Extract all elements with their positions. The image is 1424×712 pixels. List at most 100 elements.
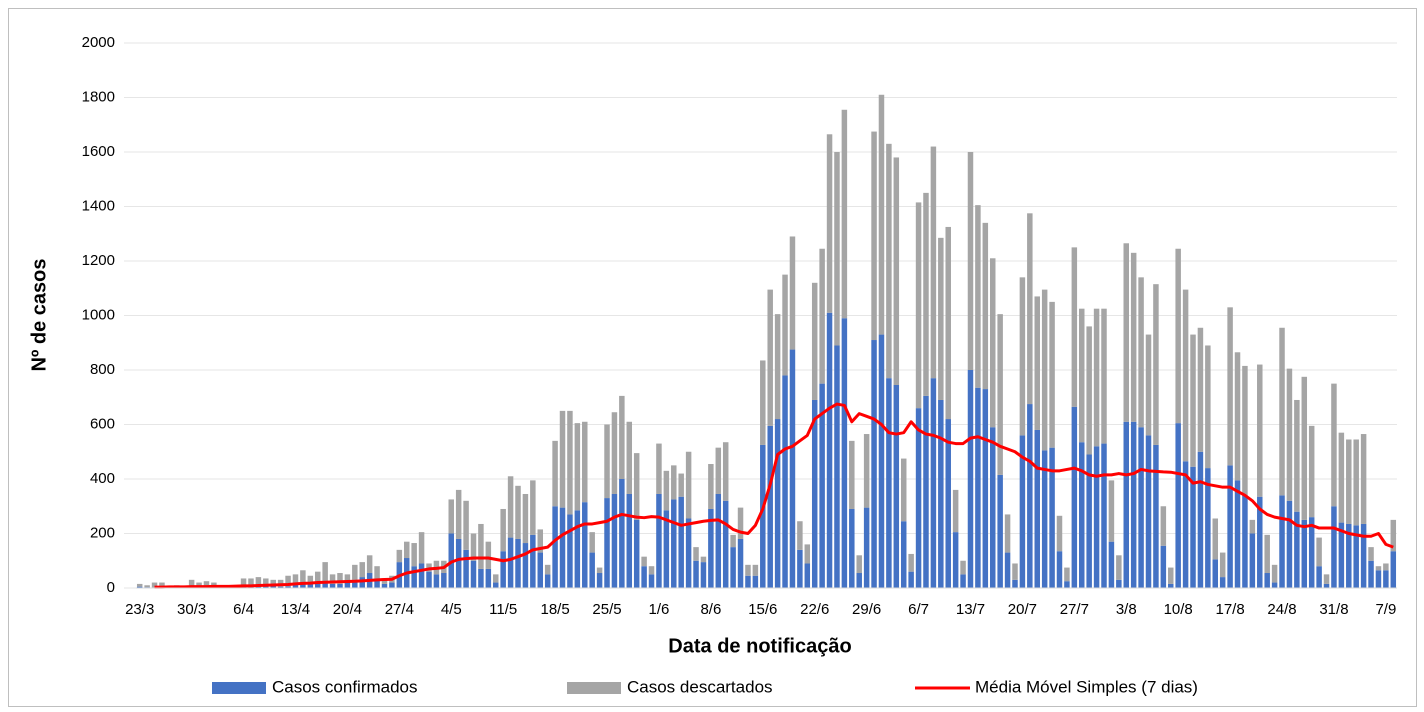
bar (1116, 555, 1121, 580)
bar (300, 570, 305, 582)
bar (656, 444, 661, 494)
bar (389, 583, 394, 588)
bar (1057, 551, 1062, 588)
bar (953, 532, 958, 588)
x-tick-label: 23/3 (125, 601, 154, 618)
bar (671, 465, 676, 499)
bar (708, 464, 713, 509)
bar (1331, 384, 1336, 507)
bar (1146, 435, 1151, 588)
bar (1124, 422, 1129, 588)
bar (367, 555, 372, 573)
bar (426, 572, 431, 588)
bar (1116, 580, 1121, 588)
bar (1086, 326, 1091, 454)
bar (842, 318, 847, 588)
bar (1361, 434, 1366, 524)
bar (767, 290, 772, 426)
x-tick-label: 1/6 (649, 601, 670, 618)
bar (515, 539, 520, 588)
bar (968, 370, 973, 588)
bar (856, 573, 861, 588)
bar (767, 426, 772, 588)
bar (1027, 213, 1032, 404)
y-tick-label: 600 (90, 415, 115, 432)
bar (701, 557, 706, 562)
y-tick-label: 2000 (82, 34, 115, 51)
bar (805, 563, 810, 588)
bar (886, 378, 891, 588)
bar (871, 132, 876, 340)
bar (775, 419, 780, 588)
bar (441, 573, 446, 588)
bar (604, 498, 609, 588)
bar (1079, 442, 1084, 588)
bar (723, 442, 728, 501)
bar (1175, 249, 1180, 423)
bar (686, 452, 691, 519)
bar (819, 249, 824, 384)
legend-swatch (567, 682, 621, 694)
bar (322, 562, 327, 582)
bar (545, 574, 550, 588)
bar (931, 147, 936, 379)
bar (1205, 345, 1210, 468)
bar (552, 441, 557, 506)
bar (1250, 534, 1255, 589)
bar (1242, 366, 1247, 495)
bar (1361, 524, 1366, 588)
bar (627, 494, 632, 588)
bar (1034, 296, 1039, 430)
bar (619, 396, 624, 479)
bar (1272, 583, 1277, 588)
bar (538, 553, 543, 588)
bar (760, 360, 765, 444)
bar (1138, 427, 1143, 588)
bar (953, 490, 958, 532)
bar (589, 532, 594, 552)
bar (975, 205, 980, 388)
y-tick-label: 800 (90, 361, 115, 378)
bar (508, 476, 513, 537)
bar (523, 543, 528, 588)
bar (745, 576, 750, 588)
bar (582, 422, 587, 502)
bar (812, 400, 817, 588)
bar (938, 400, 943, 588)
bar (449, 499, 454, 533)
bar (411, 566, 416, 588)
legend-label: Casos descartados (627, 677, 773, 696)
bar (1072, 407, 1077, 588)
bar (1005, 514, 1010, 552)
bar (1190, 335, 1195, 467)
bar (886, 144, 891, 378)
bar (1302, 377, 1307, 520)
bar (730, 547, 735, 588)
bar (1064, 581, 1069, 588)
x-tick-label: 30/3 (177, 601, 206, 618)
bar (530, 535, 535, 588)
bar (983, 223, 988, 389)
bar (790, 236, 795, 349)
bar (990, 258, 995, 427)
bar (500, 551, 505, 588)
bar (359, 562, 364, 577)
bar (1005, 553, 1010, 588)
bar (634, 453, 639, 520)
bar (656, 494, 661, 588)
bar (797, 550, 802, 588)
bar (1250, 520, 1255, 534)
bar (478, 569, 483, 588)
bar (456, 490, 461, 539)
bar (1264, 573, 1269, 588)
bar (1101, 309, 1106, 444)
bar (730, 535, 735, 547)
bar (1183, 461, 1188, 588)
bar (1131, 422, 1136, 588)
bar (1264, 535, 1269, 573)
bar (1324, 584, 1329, 588)
bar (144, 585, 149, 587)
bar (849, 509, 854, 588)
bar (1131, 253, 1136, 422)
